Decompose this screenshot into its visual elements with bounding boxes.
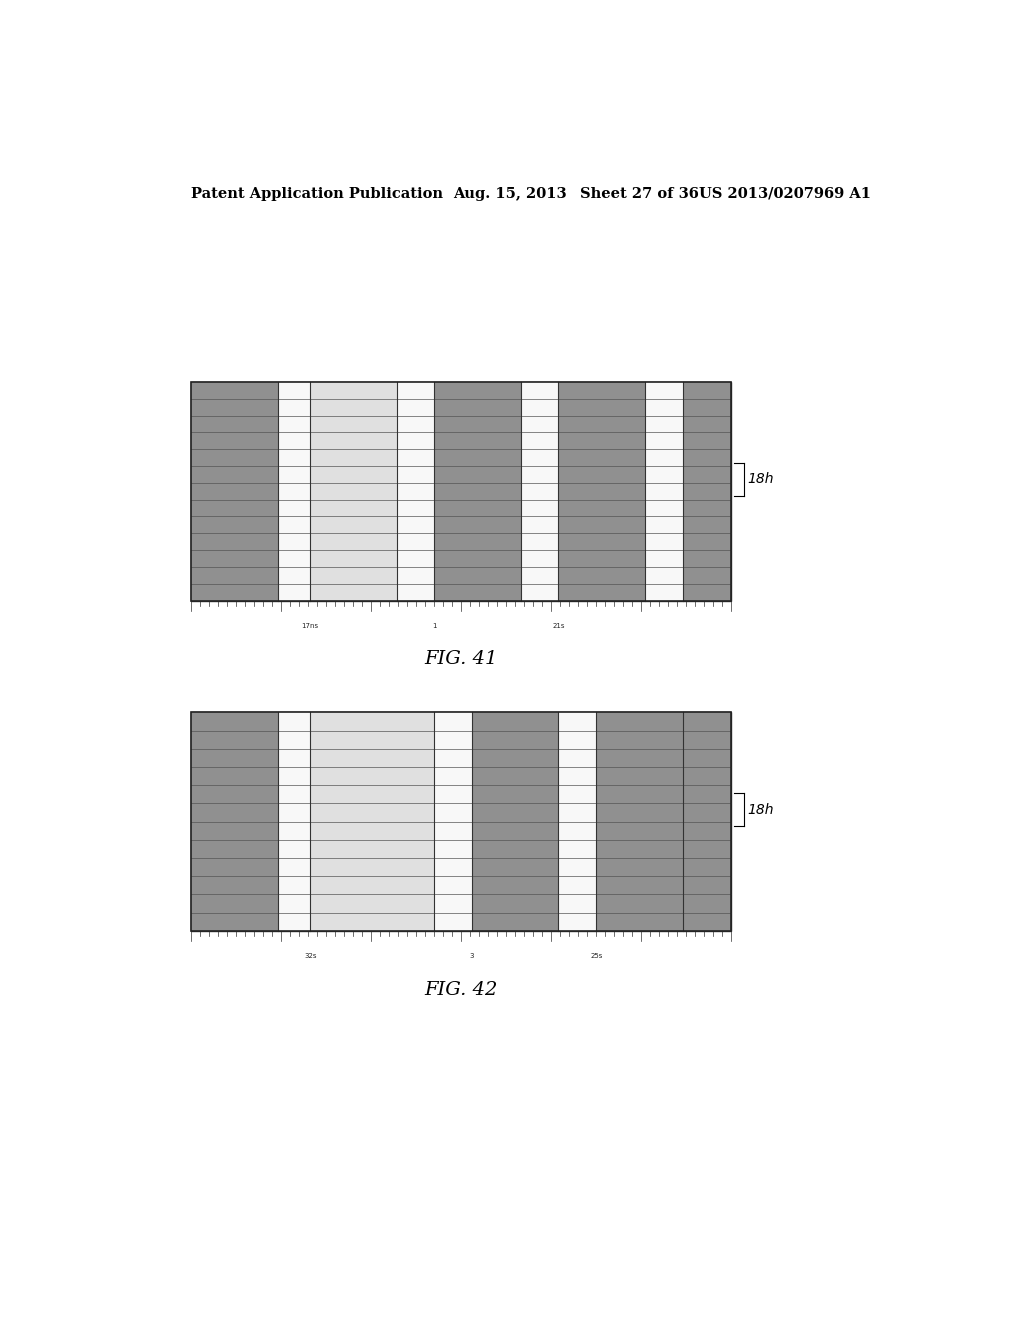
Bar: [520, 381, 558, 601]
Bar: [396, 381, 434, 601]
Bar: [310, 381, 396, 601]
Bar: [558, 381, 645, 601]
Bar: [191, 713, 731, 931]
Bar: [278, 713, 310, 931]
Bar: [683, 713, 731, 931]
Text: US 2013/0207969 A1: US 2013/0207969 A1: [699, 187, 871, 201]
Bar: [191, 381, 731, 601]
Text: Sheet 27 of 36: Sheet 27 of 36: [581, 187, 699, 201]
Bar: [191, 713, 731, 931]
Bar: [558, 713, 596, 931]
Text: Patent Application Publication: Patent Application Publication: [191, 187, 443, 201]
Text: FIG. 42: FIG. 42: [425, 981, 498, 999]
Bar: [472, 713, 558, 931]
Bar: [645, 381, 683, 601]
Text: 25s: 25s: [590, 953, 602, 960]
Text: 32s: 32s: [304, 953, 316, 960]
Text: 18h: 18h: [748, 803, 774, 817]
Bar: [191, 381, 278, 601]
Bar: [310, 713, 434, 931]
Bar: [191, 381, 731, 601]
Bar: [191, 713, 278, 931]
Text: Aug. 15, 2013: Aug. 15, 2013: [454, 187, 567, 201]
Bar: [434, 713, 472, 931]
Bar: [683, 381, 731, 601]
Text: 17ns: 17ns: [302, 623, 318, 628]
Text: 1: 1: [432, 623, 436, 628]
Text: 3: 3: [470, 953, 474, 960]
Text: 18h: 18h: [748, 473, 774, 486]
Bar: [434, 381, 520, 601]
Bar: [278, 381, 310, 601]
Text: 21s: 21s: [552, 623, 564, 628]
Bar: [596, 713, 683, 931]
Text: FIG. 41: FIG. 41: [425, 651, 498, 668]
